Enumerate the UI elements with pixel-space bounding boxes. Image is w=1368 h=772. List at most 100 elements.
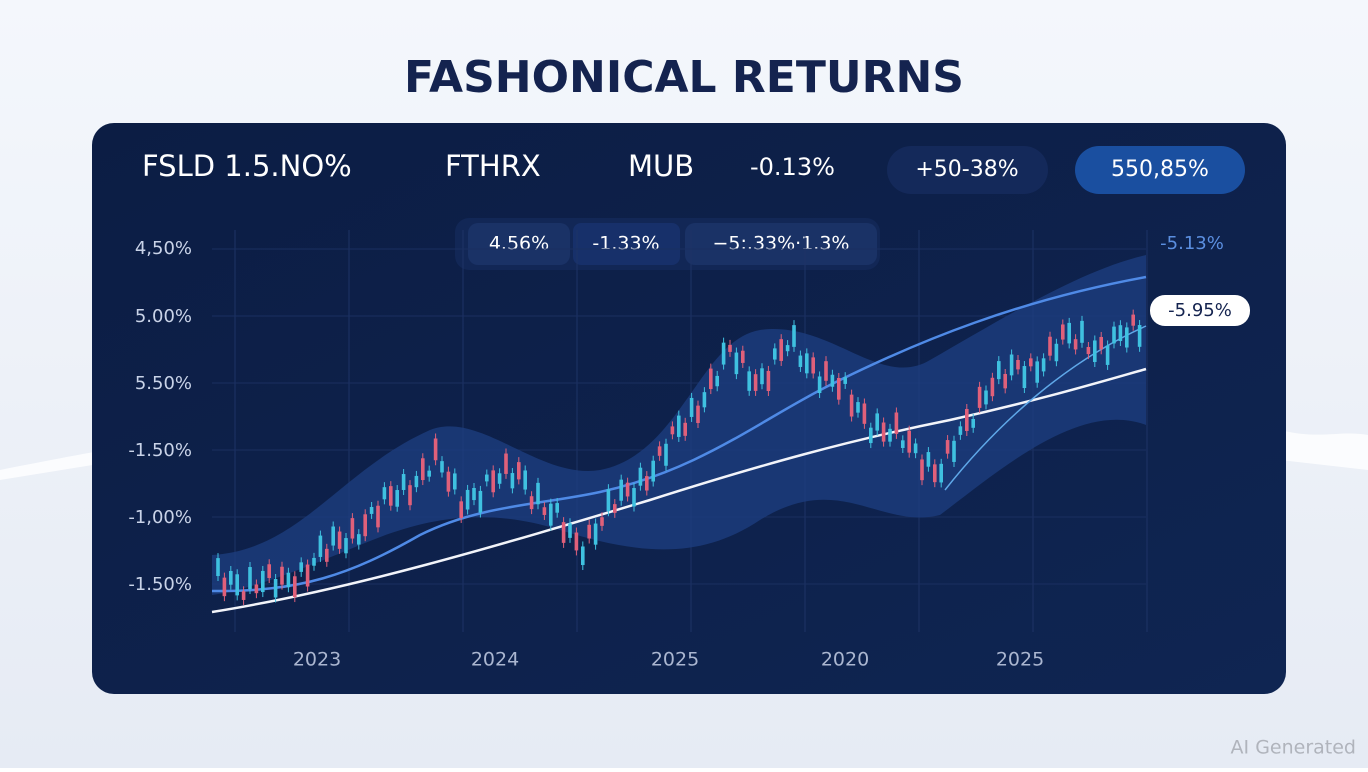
ticker: FSLD 1.5.NO% bbox=[142, 149, 352, 183]
candle bbox=[1048, 336, 1052, 356]
candle bbox=[1054, 343, 1059, 362]
y-label: -1.50% bbox=[128, 440, 192, 461]
candle bbox=[529, 496, 534, 510]
candle bbox=[785, 345, 790, 352]
candle bbox=[1029, 358, 1033, 367]
candle bbox=[677, 415, 681, 437]
candle bbox=[1131, 314, 1135, 326]
candle bbox=[433, 438, 438, 461]
candle bbox=[472, 487, 476, 501]
candle bbox=[664, 443, 668, 466]
candle bbox=[715, 375, 719, 387]
candle bbox=[229, 570, 233, 585]
candle bbox=[1099, 336, 1103, 350]
candle bbox=[645, 476, 649, 491]
candle bbox=[267, 564, 271, 579]
candle bbox=[965, 408, 969, 431]
candle bbox=[376, 505, 380, 528]
candle bbox=[254, 584, 259, 594]
candle bbox=[293, 576, 297, 598]
candle bbox=[369, 506, 374, 514]
candle bbox=[728, 344, 732, 352]
candle bbox=[331, 526, 335, 546]
candle bbox=[613, 504, 617, 513]
candle bbox=[389, 486, 393, 506]
candle bbox=[747, 371, 751, 391]
candle bbox=[504, 453, 508, 474]
candle bbox=[1112, 326, 1116, 344]
pill[interactable] bbox=[1075, 146, 1245, 194]
pill[interactable] bbox=[887, 146, 1048, 194]
candle bbox=[459, 501, 463, 518]
candle bbox=[363, 514, 367, 537]
candle bbox=[779, 339, 783, 361]
candle bbox=[593, 523, 598, 545]
candle bbox=[235, 574, 239, 596]
candle bbox=[523, 470, 527, 490]
candle bbox=[875, 413, 879, 431]
candle bbox=[990, 377, 995, 397]
candle bbox=[1022, 366, 1027, 389]
candle bbox=[248, 567, 252, 590]
candle bbox=[971, 418, 975, 428]
candle bbox=[696, 405, 700, 424]
candle bbox=[587, 524, 591, 539]
candle bbox=[491, 470, 495, 493]
candle bbox=[485, 474, 489, 482]
candle bbox=[216, 558, 220, 577]
candle bbox=[849, 394, 854, 417]
candle bbox=[1061, 324, 1065, 340]
candle bbox=[440, 461, 444, 473]
candle bbox=[683, 422, 687, 436]
candle bbox=[1003, 373, 1007, 389]
x-label: 2025 bbox=[996, 649, 1044, 671]
x-label: 2024 bbox=[471, 649, 519, 671]
candle bbox=[427, 470, 431, 477]
candle bbox=[606, 489, 611, 512]
watermark: AI Generated bbox=[1231, 737, 1356, 759]
candle bbox=[945, 440, 950, 454]
y-label: -1.50% bbox=[128, 574, 192, 595]
candle bbox=[817, 376, 822, 394]
candle bbox=[888, 428, 892, 442]
candle bbox=[1105, 345, 1110, 365]
candle bbox=[843, 377, 847, 384]
candle bbox=[1067, 322, 1071, 344]
candle bbox=[881, 422, 886, 442]
candle bbox=[805, 353, 809, 374]
candle bbox=[984, 390, 988, 405]
pill-label: +50-38% bbox=[915, 157, 1018, 182]
candle bbox=[337, 531, 342, 549]
candle bbox=[453, 473, 457, 490]
sub-pill[interactable] bbox=[685, 223, 877, 265]
candle bbox=[907, 430, 911, 453]
candle bbox=[625, 482, 630, 497]
candle bbox=[1137, 325, 1142, 347]
candle bbox=[689, 397, 694, 417]
candle bbox=[657, 446, 662, 456]
candle bbox=[318, 535, 323, 557]
x-label: 2025 bbox=[651, 649, 699, 671]
ticker: -0.13% bbox=[750, 153, 835, 181]
trend-line bbox=[944, 325, 1147, 491]
trend-line bbox=[211, 367, 1147, 614]
candle bbox=[549, 503, 553, 526]
swoosh bbox=[1280, 430, 1368, 470]
candle bbox=[414, 475, 419, 488]
candle bbox=[305, 564, 310, 587]
title: FASHONICAL RETURNS bbox=[404, 52, 964, 103]
candle bbox=[1086, 346, 1091, 355]
sub-pill[interactable] bbox=[468, 223, 570, 265]
candle bbox=[446, 471, 451, 492]
candle bbox=[222, 577, 227, 597]
candle bbox=[773, 348, 777, 360]
y-label: 4,50% bbox=[135, 238, 192, 259]
candle bbox=[977, 386, 982, 408]
sub-pill[interactable] bbox=[573, 223, 680, 265]
candle bbox=[753, 374, 758, 391]
candle bbox=[568, 523, 572, 538]
candle bbox=[261, 570, 265, 593]
x-label: 2020 bbox=[821, 649, 869, 671]
